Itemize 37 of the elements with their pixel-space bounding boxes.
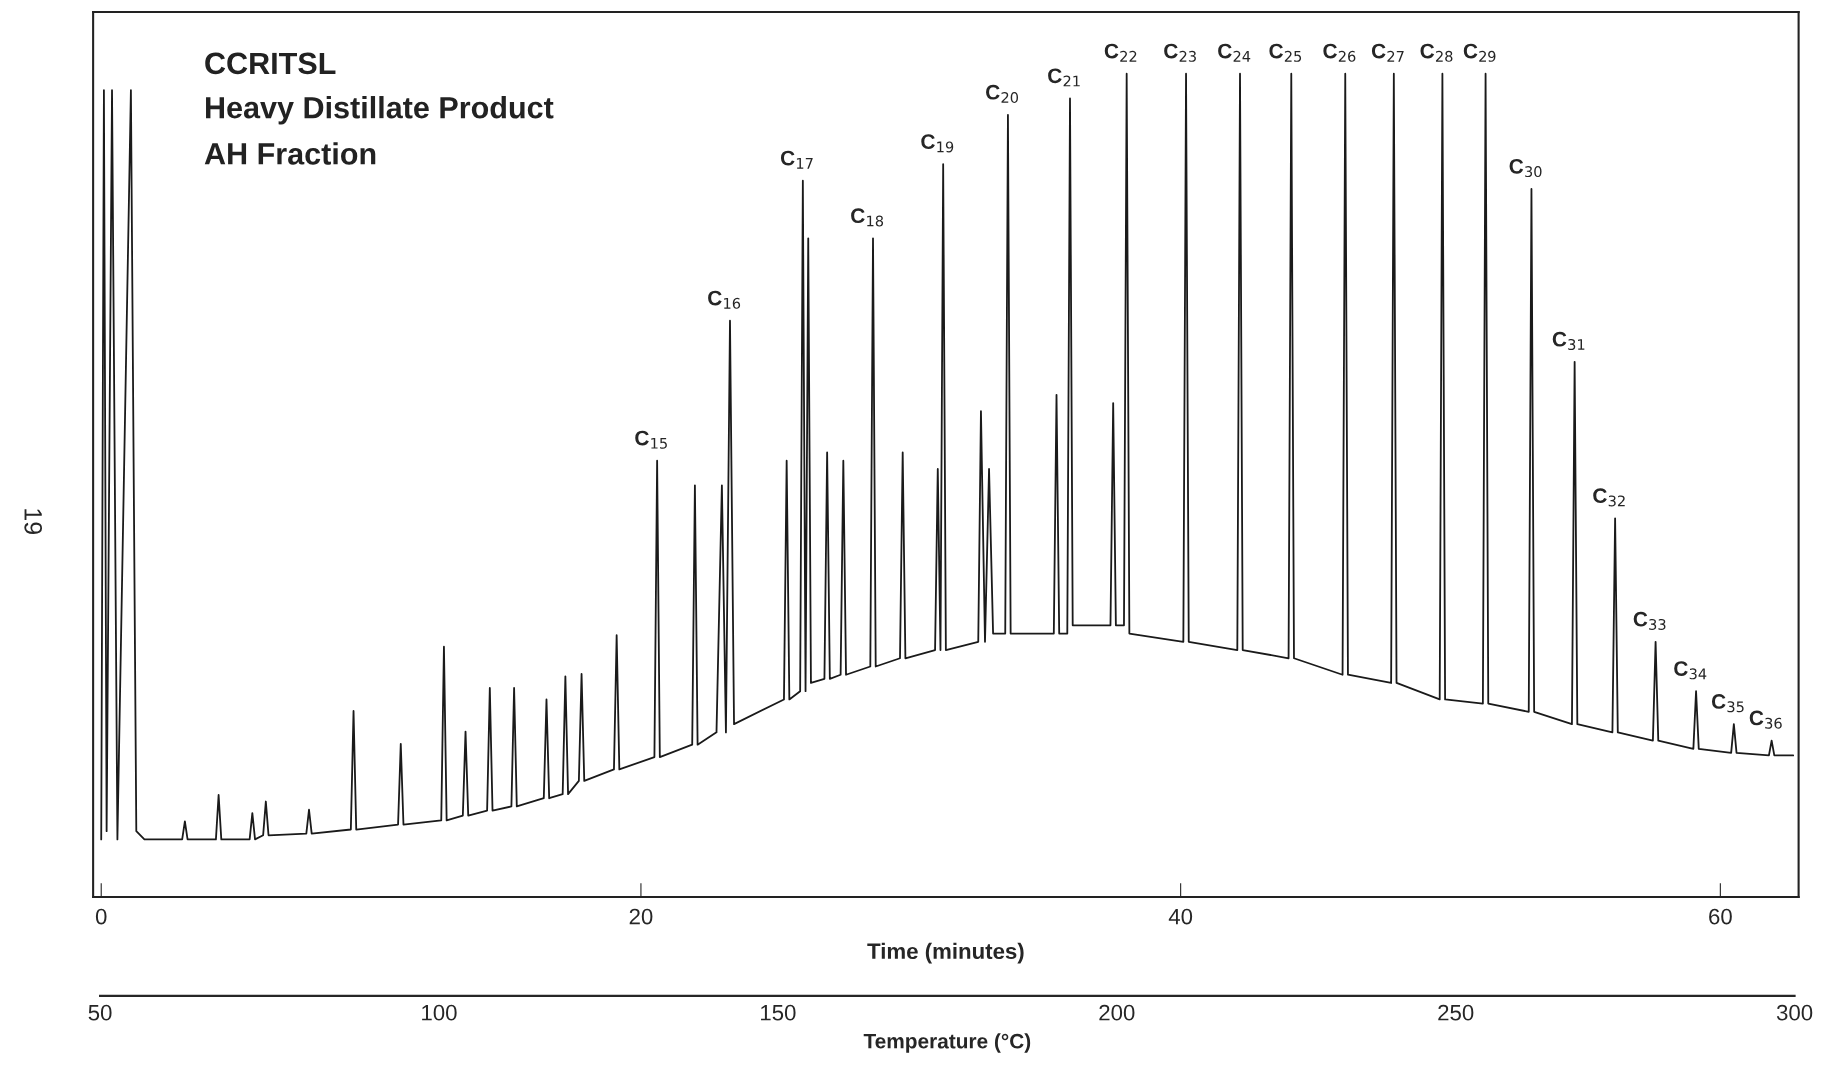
annotation: C$_{28}$ [1420, 43, 1453, 62]
annotation: C$_{32}$ [1593, 488, 1625, 507]
annotation: C$_{30}$ [1509, 158, 1542, 178]
annotation: C$_{19}$ [921, 134, 954, 153]
x2-tick-label: 50 [88, 1004, 112, 1021]
chart-title: CCRITSL [205, 52, 336, 75]
annotation: C$_{20}$ [986, 84, 1019, 104]
annotation: C$_{16}$ [708, 290, 741, 309]
x2-axis-title: Temperature (°C) [863, 1033, 1031, 1053]
x-tick-label: 20 [629, 908, 653, 925]
annotation: C$_{18}$ [851, 208, 884, 227]
annotation: C$_{22}$ [1104, 43, 1137, 62]
x-axis-title: Time (minutes) [867, 942, 1024, 964]
x-tick-label: 60 [1709, 908, 1732, 925]
annotation: C$_{15}$ [635, 430, 667, 449]
x2-tick-label: 250 [1438, 1004, 1474, 1021]
text: Heavy Distillate Product AH Fraction [204, 96, 554, 165]
text: 19 [24, 509, 43, 534]
x2-tick-label: 100 [422, 1004, 457, 1021]
x-tick-label: 40 [1168, 908, 1193, 925]
annotation: C$_{34}$ [1674, 661, 1707, 680]
annotation: C$_{24}$ [1218, 43, 1251, 62]
annotation: C$_{29}$ [1463, 43, 1496, 62]
annotation: C$_{25}$ [1269, 43, 1302, 62]
x2-tick-label: 200 [1099, 1004, 1135, 1021]
annotation: C$_{27}$ [1371, 43, 1404, 62]
annotation: C$_{33}$ [1633, 611, 1666, 630]
x2-tick-label: 300 [1776, 1004, 1813, 1021]
annotation: C$_{17}$ [780, 150, 813, 169]
x2-tick-label: 150 [761, 1004, 796, 1021]
annotation: C$_{23}$ [1164, 43, 1196, 62]
x-tick-label: 0 [95, 908, 107, 925]
annotation: C$_{36}$ [1749, 710, 1782, 729]
annotation: C$_{26}$ [1323, 43, 1356, 62]
annotation: C$_{35}$ [1711, 694, 1744, 713]
annotation: C$_{21}$ [1048, 68, 1080, 87]
annotation: C$_{31}$ [1552, 331, 1585, 351]
